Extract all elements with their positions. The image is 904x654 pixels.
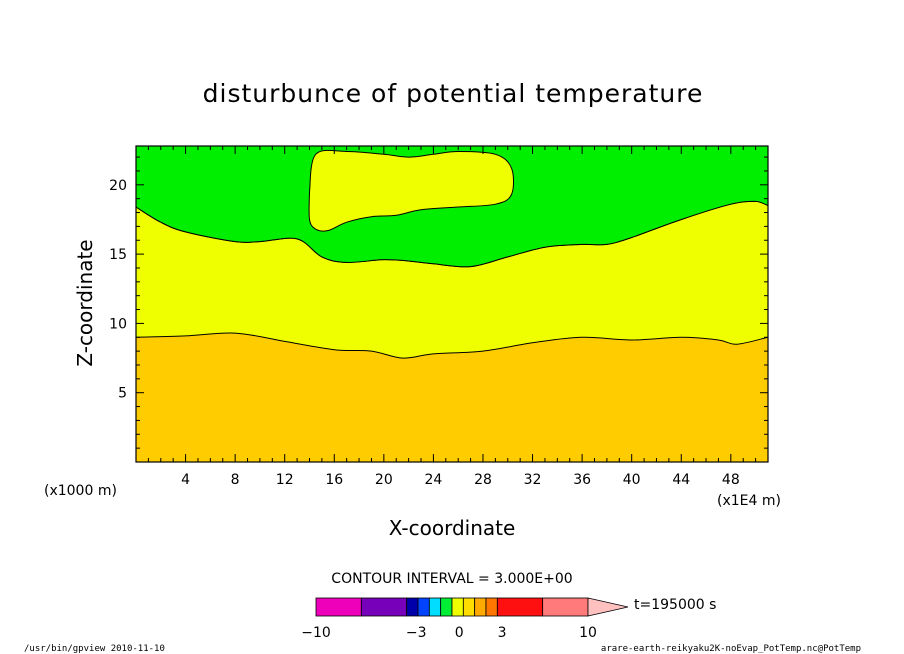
x-tick-label: 4 [181, 472, 190, 488]
colorbar-swatch [451, 597, 464, 617]
x-tick-label: 32 [524, 472, 542, 488]
colorbar-swatch [315, 597, 362, 617]
colorbar-swatch [462, 597, 476, 617]
contour-region-lower-band [136, 332, 768, 462]
x-tick-label: 24 [424, 472, 442, 488]
contour-interval-label: CONTOUR INTERVAL = 3.000E+00 [331, 571, 572, 587]
footer-left: /usr/bin/gpview 2010-11-10 [24, 644, 165, 654]
y-tick-label: 20 [109, 178, 127, 194]
colorbar-arrow [587, 597, 629, 617]
x-tick-label: 20 [375, 472, 393, 488]
colorbar-swatch [406, 597, 419, 617]
time-label: t=195000 s [634, 597, 716, 613]
colorbar-label: 10 [579, 625, 597, 641]
colorbar-swatch [428, 597, 442, 617]
colorbar-swatch [360, 597, 408, 617]
colorbar-swatch [542, 597, 589, 617]
y-tick-labels: 5 10 15 20 [109, 178, 127, 402]
colorbar-label: 0 [455, 625, 464, 641]
x-tick-labels: 4 8 12 16 20 24 28 32 36 40 44 48 [181, 472, 740, 488]
colorbar-swatch [496, 597, 544, 617]
colorbar-swatch [417, 597, 430, 617]
colorbar-labels: −10 −3 0 3 10 [301, 625, 597, 641]
x-unit-right: (x1E4 m) [717, 493, 781, 509]
chart-title: disturbunce of potential temperature [203, 79, 704, 108]
footer-right: arare-earth-reikyaku2K-noEvap_PotTemp.nc… [601, 644, 861, 654]
y-tick-label: 5 [118, 386, 127, 402]
x-tick-label: 8 [231, 472, 240, 488]
x-tick-label: 16 [325, 472, 343, 488]
x-tick-label: 12 [276, 472, 294, 488]
plot-frame [135, 145, 769, 463]
colorbar-label: −10 [301, 625, 331, 641]
x-tick-label: 28 [474, 472, 492, 488]
contour-region-upper-island [308, 149, 515, 232]
x-tick-label: 36 [573, 472, 591, 488]
x-tick-label: 44 [672, 472, 690, 488]
colorbar-swatch [474, 597, 487, 617]
x-tick-label: 48 [722, 472, 740, 488]
colorbar-label: −3 [406, 625, 427, 641]
colorbar-swatch [485, 597, 498, 617]
x-tick-label: 40 [623, 472, 641, 488]
x-unit-left: (x1000 m) [44, 483, 117, 499]
x-axis-title: X-coordinate [389, 516, 516, 540]
colorbar [315, 597, 629, 617]
colorbar-swatch [440, 597, 453, 617]
axis-ticks [136, 146, 768, 462]
colorbar-label: 3 [498, 625, 507, 641]
y-tick-label: 15 [109, 247, 127, 263]
y-axis-title: Z-coordinate [73, 239, 97, 366]
y-tick-label: 10 [109, 316, 127, 332]
